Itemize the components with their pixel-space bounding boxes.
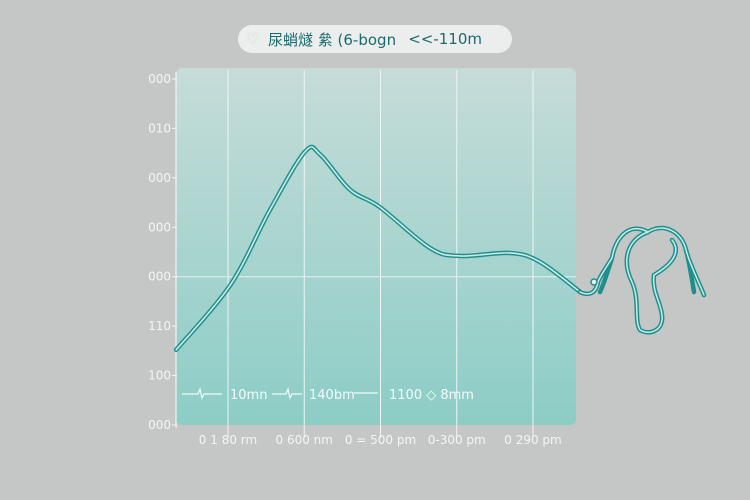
chart-range: <<-110m <box>408 30 482 48</box>
plot-area <box>176 68 576 425</box>
legend-label-1: 10mn <box>230 388 267 403</box>
y-tick-label: 100 <box>148 369 171 383</box>
x-tick-label: 0 = 500 pm <box>345 433 416 447</box>
y-tick-label: 000 <box>148 220 171 234</box>
chart-title: 尿蛸燧 絫 (6-bogn <box>268 30 397 49</box>
legend-marker-2 <box>272 386 302 400</box>
y-tick-label: 000 <box>148 418 171 432</box>
y-tick-label: 110 <box>148 319 171 333</box>
x-tick-label: 0-300 pm <box>428 433 486 447</box>
chart-title-pill: ♡ 尿蛸燧 絫 (6-bogn <<-110m <box>238 25 512 53</box>
x-tick-label: 0 290 pm <box>504 433 561 447</box>
y-tick-label: 000 <box>148 72 171 86</box>
legend-marker-1 <box>182 386 222 400</box>
stethoscope-icon <box>577 225 707 335</box>
y-tick-label: 000 <box>148 171 171 185</box>
legend-label-3: 1100 ◇ 8mm <box>389 388 474 403</box>
series-line <box>175 146 582 351</box>
x-tick-label: 0 600 nm <box>276 433 333 447</box>
legend: 10mn 140bm 1100 ◇ 8mm <box>182 386 474 403</box>
heart-icon: ♡ <box>246 30 260 48</box>
y-tick-label: 010 <box>148 121 171 135</box>
y-tick-label: 000 <box>148 270 171 284</box>
legend-label-2: 140bm <box>309 388 355 403</box>
x-tick-label: 0 1 80 rm <box>199 433 257 447</box>
